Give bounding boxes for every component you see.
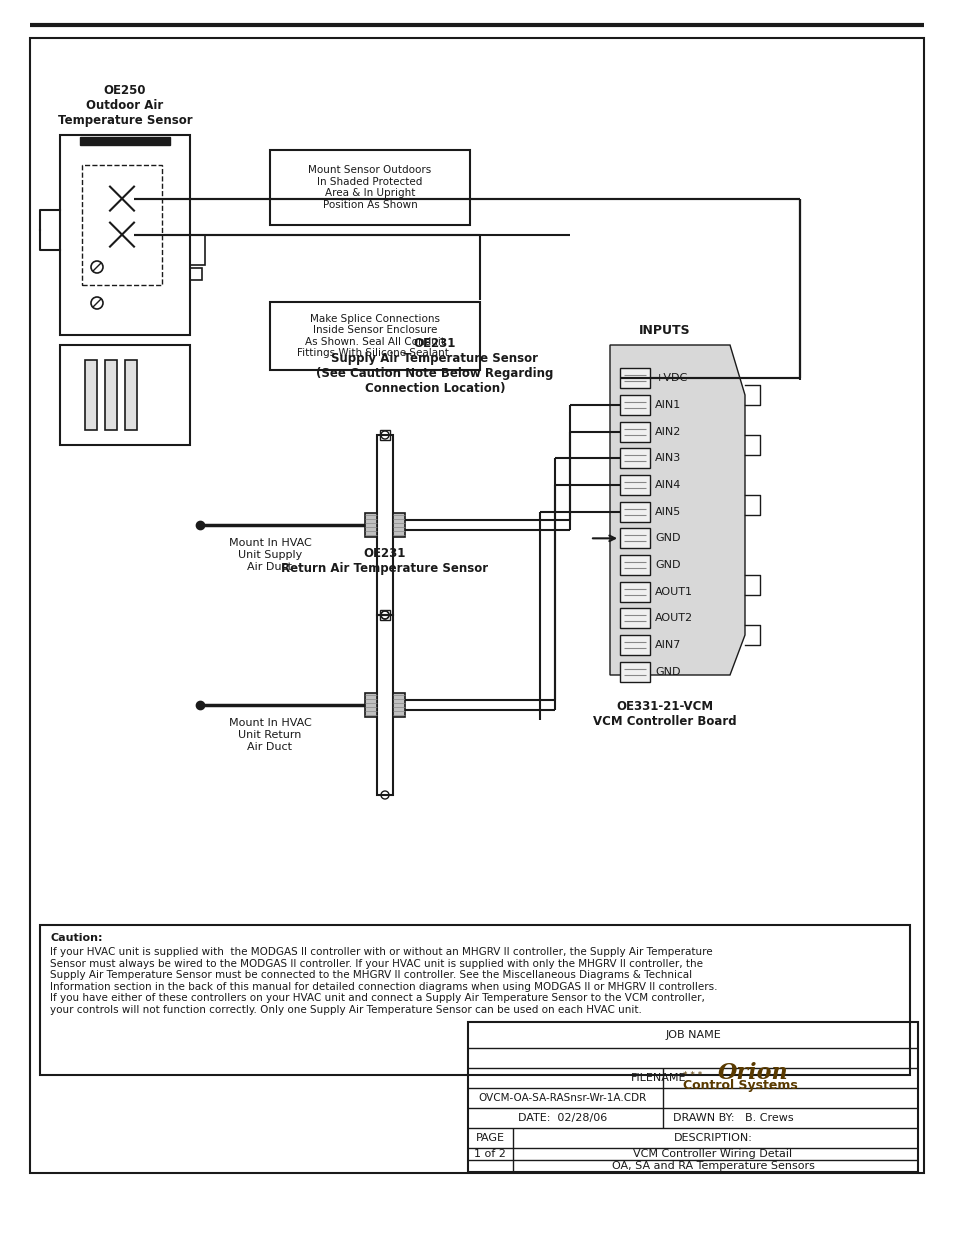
Bar [270,149,470,225]
Bar [619,662,649,682]
Bar [60,135,190,335]
Bar [376,615,393,795]
Bar [376,435,393,615]
Bar [60,345,190,445]
Bar [619,608,649,629]
Bar [40,925,909,1074]
Bar [393,693,405,718]
Bar [619,475,649,495]
Text: INPUTS: INPUTS [639,324,690,337]
Text: OE231
Return Air Temperature Sensor: OE231 Return Air Temperature Sensor [281,547,488,576]
Bar [619,395,649,415]
Text: Mount In HVAC
Unit Supply
Air Duct: Mount In HVAC Unit Supply Air Duct [229,538,311,572]
Text: AIN5: AIN5 [655,506,680,516]
Polygon shape [609,345,744,676]
Text: Orion: Orion [718,1062,788,1084]
Text: * * *: * * * [682,1071,701,1079]
Bar [365,513,376,537]
Text: AOUT1: AOUT1 [655,587,692,597]
Text: OE250
Outdoor Air
Temperature Sensor: OE250 Outdoor Air Temperature Sensor [57,84,193,127]
Bar [125,359,137,430]
Bar [379,430,390,440]
Text: JOB NAME: JOB NAME [664,1030,720,1040]
Bar [105,359,117,430]
Text: Caution:: Caution: [50,932,102,944]
Text: DATE:  02/28/06: DATE: 02/28/06 [517,1113,607,1123]
Bar [85,359,97,430]
Text: +VDC: +VDC [655,373,687,383]
Bar [619,582,649,601]
Text: VCM Controller Wiring Detail: VCM Controller Wiring Detail [633,1149,792,1158]
Bar [379,610,390,620]
Text: OVCM-OA-SA-RASnsr-Wr-1A.CDR: OVCM-OA-SA-RASnsr-Wr-1A.CDR [478,1093,646,1103]
Bar [619,368,649,389]
Text: AIN1: AIN1 [655,400,680,410]
Text: AIN3: AIN3 [655,453,680,463]
Bar [619,501,649,522]
Text: Mount In HVAC
Unit Return
Air Duct: Mount In HVAC Unit Return Air Duct [229,719,311,752]
Text: FILENAME: FILENAME [631,1073,686,1083]
Bar [270,303,479,370]
Bar [393,513,405,537]
Text: If your HVAC unit is supplied with  the MODGAS II controller with or without an : If your HVAC unit is supplied with the M… [50,947,717,1015]
Text: GND: GND [655,559,679,571]
Text: AIN7: AIN7 [655,640,680,650]
Bar [82,165,162,285]
Text: OE331-21-VCM
VCM Controller Board: OE331-21-VCM VCM Controller Board [593,700,736,727]
Text: Make Splice Connections
Inside Sensor Enclosure
As Shown. Seal All Conduit
Fitti: Make Splice Connections Inside Sensor En… [297,314,452,358]
Bar [619,635,649,655]
Bar [190,268,202,280]
Bar [365,693,376,718]
Text: OA, SA and RA Temperature Sensors: OA, SA and RA Temperature Sensors [611,1161,814,1171]
Text: Control Systems: Control Systems [682,1079,797,1093]
Bar [190,235,205,266]
Bar [619,555,649,576]
Bar [619,448,649,468]
Text: DRAWN BY:   B. Crews: DRAWN BY: B. Crews [672,1113,793,1123]
Bar [619,529,649,548]
Text: AIN2: AIN2 [655,426,680,437]
Bar [80,137,170,144]
Text: OE231
Supply Air Temperature Sensor
(See Caution Note Below Regarding
Connection: OE231 Supply Air Temperature Sensor (See… [316,337,553,395]
Bar [468,1023,917,1172]
Bar [619,421,649,442]
Text: DESCRIPTION:: DESCRIPTION: [673,1132,752,1144]
Text: Mount Sensor Outdoors
In Shaded Protected
Area & In Upright
Position As Shown: Mount Sensor Outdoors In Shaded Protecte… [308,165,431,210]
Text: PAGE: PAGE [475,1132,504,1144]
Text: 1 of 2: 1 of 2 [474,1149,505,1158]
Text: GND: GND [655,667,679,677]
Text: AIN4: AIN4 [655,480,680,490]
Text: AOUT2: AOUT2 [655,614,693,624]
Text: GND: GND [655,534,679,543]
